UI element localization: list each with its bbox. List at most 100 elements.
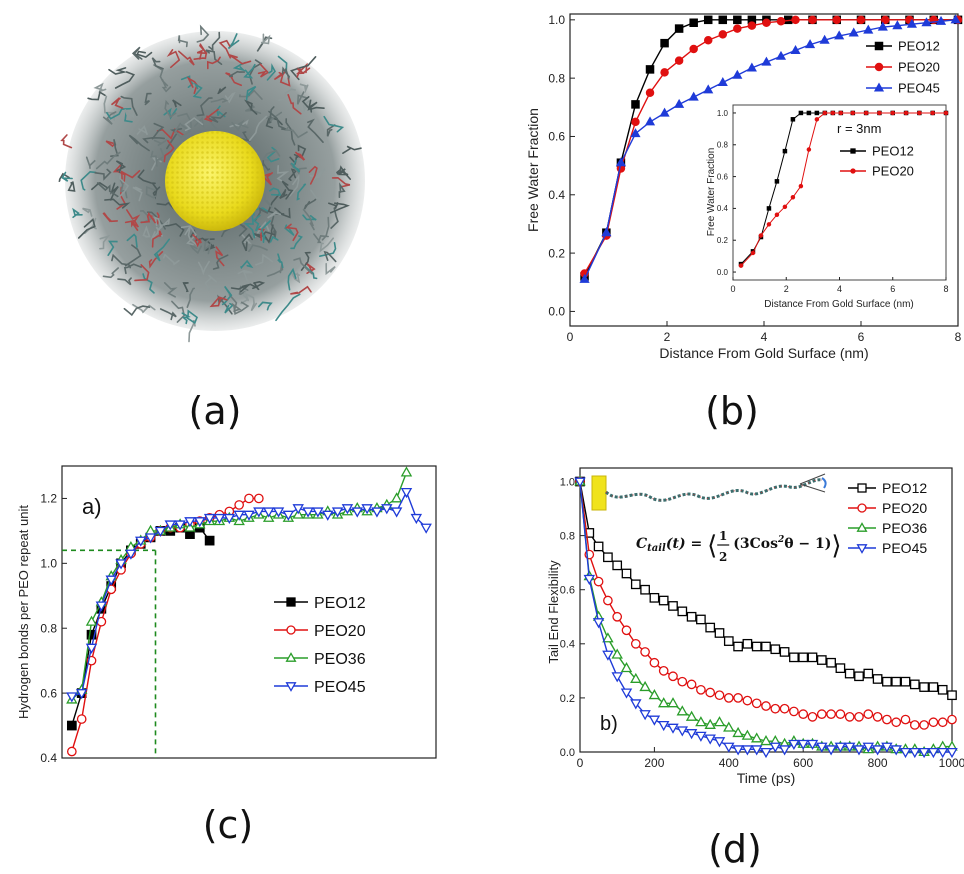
chart-d-point-peo20: [751, 698, 762, 709]
peo-chain-strand: [156, 128, 185, 140]
chart-b-point-peo45: [950, 14, 961, 24]
chart-d-point-peo45: [778, 745, 791, 756]
peo-chain-strand: [61, 171, 73, 182]
chart-b-point-peo12: [645, 65, 655, 74]
formula-frac-num: 1: [719, 529, 727, 543]
inset-ytick-label: 0.4: [717, 204, 729, 213]
chart-b-ytick-label: 0.4: [548, 188, 565, 202]
chart-c-series-peo12: [66, 522, 215, 731]
peo-chain-strand: [276, 165, 290, 184]
chart-d-point-peo45: [723, 742, 735, 753]
inset-xtick-label: 8: [943, 284, 948, 294]
chart-b-point-peo45: [746, 62, 757, 72]
chart-d-point-peo20: [937, 717, 948, 728]
chart-d-xtick-label: 0: [577, 756, 584, 770]
peo-chain-strand: [336, 165, 351, 180]
chart-d-ylabel: Tail End Flexibility: [546, 560, 561, 664]
chart-c-point-peo45: [66, 692, 78, 703]
chart-c-point-peo45: [213, 513, 226, 525]
peo-chain-strand: [136, 50, 153, 58]
chart-d-point-peo36: [620, 661, 633, 673]
peo-chain-strand: [323, 250, 337, 263]
inset-series-peo20: [738, 110, 949, 268]
chart-c-point-peo45: [243, 510, 255, 521]
inset-point-peo12: [806, 110, 812, 116]
chart-c-ytick-label: 1.0: [40, 557, 57, 571]
peo-chain-strand: [262, 159, 271, 171]
chart-d-point-peo20: [807, 711, 818, 722]
peo-chain-strand: [114, 71, 136, 89]
peo-chain-strand: [295, 151, 306, 161]
chart-c-legend-marker: [286, 597, 296, 607]
inset-point-peo20: [863, 110, 869, 116]
peo-chain-strand: [296, 67, 311, 78]
peo-chain-strand: [233, 301, 250, 315]
chart-hydrogen-bonds: 0.4 0.6 0.8 1.0 1.2 Hydrogen bonds per PEO r…: [16, 465, 437, 765]
peo-chain-strand: [307, 118, 324, 143]
chart-d-point-peo20: [891, 717, 902, 728]
peo-chain-strand: [93, 82, 107, 93]
chart-d-point-peo12: [779, 647, 790, 657]
chart-d-point-peo20: [770, 703, 781, 714]
chart-b-point-peo20: [747, 21, 757, 30]
inset-point-peo12: [814, 110, 820, 116]
chart-d-point-peo20: [854, 711, 864, 722]
chart-c-point-peo45: [410, 513, 423, 525]
peo-chain-strand: [166, 49, 181, 69]
chart-d-series-peo45: [574, 477, 958, 759]
chart-b-point-peo45: [615, 157, 626, 167]
peo-chain-strand: [181, 312, 191, 325]
chart-c-point-peo45: [351, 507, 363, 518]
chart-d-point-peo12: [593, 541, 604, 552]
peo-chain-strand: [279, 189, 288, 200]
peo-chain-strand: [244, 99, 258, 115]
chart-d-point-peo36: [704, 718, 716, 729]
peo-chain-strand: [109, 182, 119, 201]
rotation-arrow: [821, 477, 827, 489]
chart-c-legend-marker: [285, 652, 297, 662]
chart-d-xtick-label: 600: [793, 756, 813, 770]
chart-b-legend-label-peo45: PEO45: [898, 81, 940, 96]
peo-chain-strand: [58, 172, 70, 182]
chart-d-point-peo20: [603, 595, 613, 606]
chart-d-point-peo45: [843, 742, 856, 753]
chart-d-point-peo36: [713, 716, 726, 727]
peo-chain-strand: [192, 234, 202, 248]
inset-point-peo20: [917, 110, 922, 116]
peo-chain-strand: [304, 265, 318, 280]
peo-chain-strand: [266, 263, 284, 277]
inset-xtick-label: 2: [784, 284, 789, 294]
peo-chain-strand: [77, 218, 96, 239]
peo-chain-strand: [159, 308, 177, 321]
formula-lhs-sub: tail: [647, 543, 666, 554]
chart-d-point-peo45: [685, 729, 698, 740]
chart-b-point-peo45: [805, 39, 816, 49]
chart-b-ytick-label: 0.8: [548, 71, 565, 85]
chart-d-point-peo12: [658, 595, 669, 606]
chart-d-point-peo12: [900, 676, 911, 687]
peo-chain-strand: [284, 224, 295, 236]
peo-chain-strand: [208, 31, 221, 52]
chart-d-point-peo12: [696, 614, 706, 625]
peo-chain-strand: [96, 182, 120, 198]
chart-d-point-peo12: [630, 579, 641, 590]
inset-legend-marker: [850, 148, 856, 154]
chart-c-point-peo45: [331, 507, 344, 518]
peo-chain-strand: [184, 117, 204, 132]
peo-chain-strand: [321, 216, 330, 241]
peo-chain-strand: [85, 156, 96, 169]
chart-c-point-peo36: [144, 524, 157, 535]
chart-c-point-peo45: [361, 504, 373, 515]
peo-chain-strand: [108, 67, 128, 75]
peo-chain-strand: [117, 277, 132, 286]
inset-point-peo20: [790, 195, 796, 200]
chart-c-line-peo12: [71, 526, 211, 726]
peo-chain-strand: [284, 126, 308, 139]
inset-point-peo20: [822, 110, 828, 116]
inset-point-peo20: [774, 212, 780, 218]
inset-point-peo20: [890, 110, 896, 116]
chart-b-point-peo45: [877, 21, 888, 31]
chart-c-point-peo45: [233, 510, 245, 521]
peo-chain-strand: [94, 168, 112, 181]
chart-b-point-peo20: [856, 15, 866, 25]
